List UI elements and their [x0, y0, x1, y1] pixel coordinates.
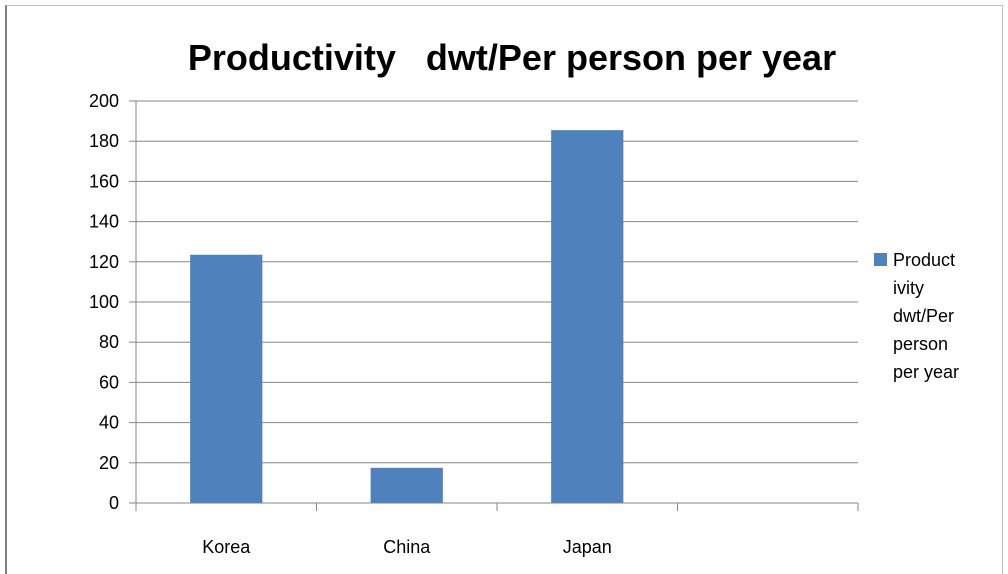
- x-tick-label: Korea: [202, 537, 251, 557]
- y-tick-label: 100: [89, 292, 119, 312]
- y-tick-label: 80: [99, 332, 119, 352]
- legend-label: person: [893, 334, 948, 354]
- y-tick-label: 180: [89, 131, 119, 151]
- legend-label: dwt/Per: [893, 306, 954, 326]
- legend-swatch: [874, 253, 887, 266]
- legend-label: Product: [893, 250, 955, 270]
- bar-japan: [551, 130, 624, 503]
- y-tick-label: 200: [89, 91, 119, 111]
- y-tick-label: 20: [99, 453, 119, 473]
- legend: Product ivity dwt/Per person per year: [874, 250, 959, 382]
- bar-china: [370, 467, 443, 503]
- y-axis: 0 20 40 60 80 100 120 140 160 180 200: [89, 91, 137, 513]
- y-tick-label: 0: [109, 493, 119, 513]
- y-tick-label: 160: [89, 171, 119, 191]
- chart-frame: [5, 5, 1003, 574]
- chart-title: Productivity dwt/Per person per year: [188, 37, 836, 78]
- x-tick-label: China: [383, 537, 431, 557]
- legend-label: ivity: [893, 278, 924, 298]
- y-tick-label: 40: [99, 413, 119, 433]
- x-tick-label: Japan: [563, 537, 612, 557]
- legend-label: per year: [893, 362, 959, 382]
- y-tick-label: 120: [89, 252, 119, 272]
- y-tick-label: 140: [89, 212, 119, 232]
- y-tick-label: 60: [99, 372, 119, 392]
- x-axis: Korea China Japan: [135, 502, 859, 557]
- bar-korea: [190, 254, 263, 503]
- bars: [190, 130, 624, 503]
